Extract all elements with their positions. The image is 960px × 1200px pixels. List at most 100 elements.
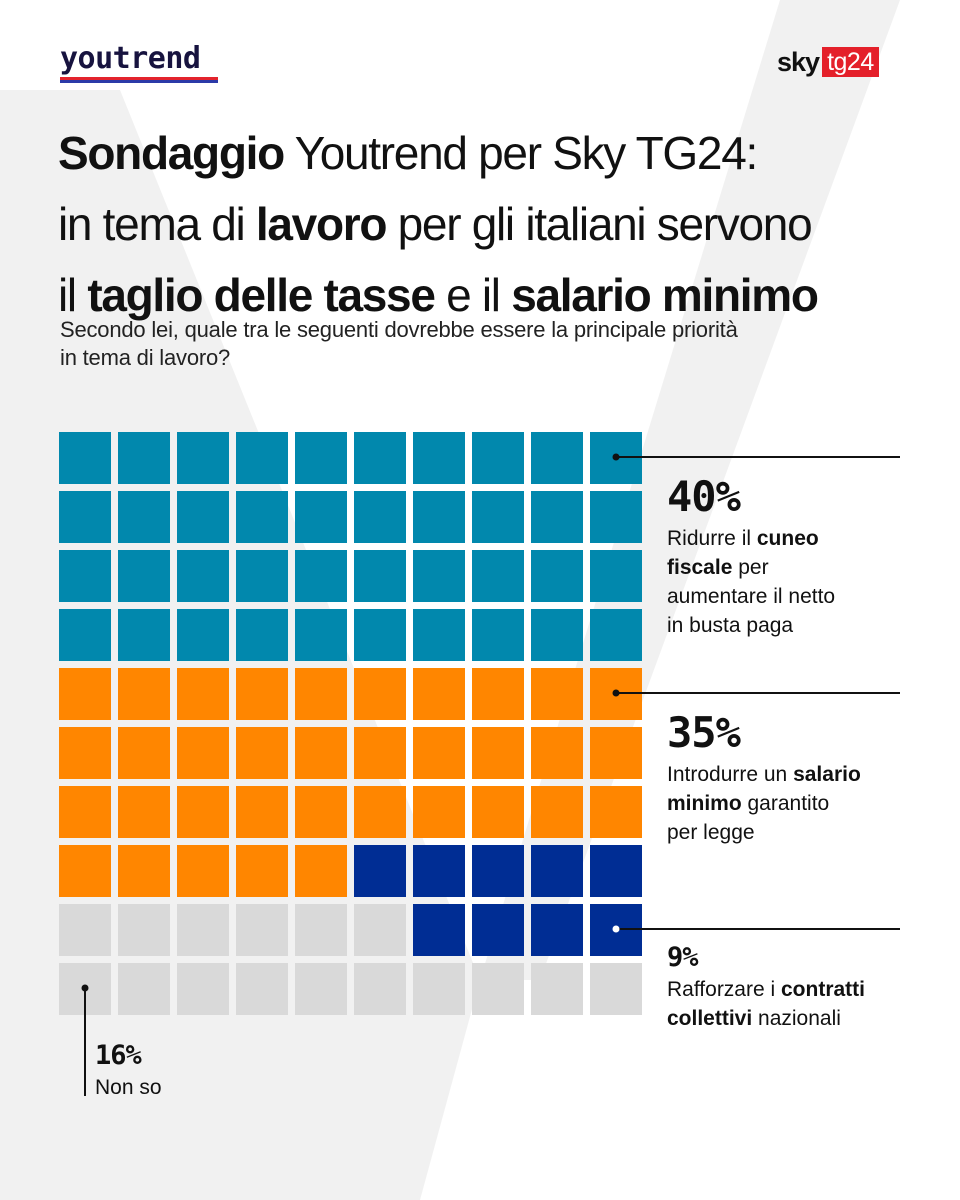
annotation-contratti-collettivi: 9% Rafforzare i contratti collettivi naz… [667, 944, 865, 1033]
waffle-cell-series-1 [590, 550, 642, 602]
waffle-cell-series-1 [354, 550, 406, 602]
waffle-cell-series-1 [354, 432, 406, 484]
chart-title: Sondaggio Youtrend per Sky TG24: in tema… [58, 118, 938, 331]
waffle-cell-series-3 [472, 904, 524, 956]
waffle-cell-series-1 [413, 550, 465, 602]
waffle-cell-series-4 [118, 904, 170, 956]
annotation-salario-minimo: 35% Introdurre un salario minimo garanti… [667, 712, 861, 847]
waffle-cell-series-4 [531, 963, 583, 1015]
waffle-cell-series-2 [59, 845, 111, 897]
desc-text: Introdurre un [667, 763, 794, 786]
waffle-cell-series-1 [236, 609, 288, 661]
waffle-cell-series-1 [590, 609, 642, 661]
waffle-cell-series-1 [472, 491, 524, 543]
annotation-description: Introdurre un salario minimo garantito p… [667, 760, 861, 847]
desc-text: per legge [667, 821, 755, 844]
waffle-cell-series-1 [295, 609, 347, 661]
waffle-cell-series-2 [118, 727, 170, 779]
waffle-cell-series-4 [59, 904, 111, 956]
waffle-cell-series-2 [295, 727, 347, 779]
title-text: e il [434, 269, 512, 321]
waffle-cell-series-1 [59, 550, 111, 602]
waffle-cell-series-2 [59, 668, 111, 720]
desc-bold: minimo [667, 792, 742, 815]
waffle-cell-series-3 [413, 845, 465, 897]
waffle-cell-series-2 [177, 845, 229, 897]
waffle-cell-series-3 [531, 845, 583, 897]
waffle-cell-series-3 [590, 845, 642, 897]
waffle-cell-series-2 [118, 845, 170, 897]
desc-text: garantito [741, 792, 830, 815]
waffle-cell-series-1 [177, 491, 229, 543]
waffle-cell-series-4 [236, 904, 288, 956]
waffle-cell-series-1 [118, 550, 170, 602]
chart-subtitle: Secondo lei, quale tra le seguenti dovre… [60, 316, 880, 372]
waffle-cell-series-4 [590, 963, 642, 1015]
annotation-cuneo-fiscale: 40% Ridurre il cuneo fiscale per aumenta… [667, 476, 835, 640]
desc-text: Rafforzare i [667, 978, 781, 1001]
waffle-cell-series-1 [59, 609, 111, 661]
skytg24-logo: sky tg24 [777, 47, 879, 77]
waffle-cell-series-1 [354, 609, 406, 661]
waffle-cell-series-2 [59, 727, 111, 779]
waffle-cell-series-2 [177, 786, 229, 838]
waffle-cell-series-1 [531, 432, 583, 484]
waffle-cell-series-1 [413, 491, 465, 543]
waffle-cell-series-1 [295, 491, 347, 543]
waffle-cell-series-2 [236, 845, 288, 897]
waffle-cell-series-1 [295, 550, 347, 602]
percentage-label: 9% [667, 942, 699, 973]
desc-text: in busta paga [667, 614, 794, 637]
title-bold: lavoro [255, 198, 388, 250]
waffle-cell-series-2 [118, 786, 170, 838]
title-bold: salario minimo [511, 269, 819, 321]
waffle-cell-series-2 [295, 845, 347, 897]
waffle-cell-series-2 [472, 727, 524, 779]
waffle-cell-series-1 [590, 491, 642, 543]
waffle-cell-series-4 [177, 963, 229, 1015]
waffle-cell-series-2 [118, 668, 170, 720]
subtitle-line: Secondo lei, quale tra le seguenti dovre… [60, 317, 738, 342]
waffle-cell-series-2 [236, 786, 288, 838]
waffle-cell-series-2 [236, 668, 288, 720]
annotation-description: Ridurre il cuneo fiscale per aumentare i… [667, 524, 835, 640]
waffle-cell-series-1 [413, 609, 465, 661]
desc-bold: contratti [781, 978, 865, 1001]
waffle-cell-series-3 [354, 845, 406, 897]
waffle-cell-series-2 [354, 668, 406, 720]
waffle-cell-series-1 [472, 432, 524, 484]
waffle-cell-series-2 [590, 727, 642, 779]
desc-bold: cuneo [756, 527, 819, 550]
waffle-cell-series-2 [354, 786, 406, 838]
waffle-cell-series-1 [472, 550, 524, 602]
waffle-cell-series-2 [236, 727, 288, 779]
waffle-cell-series-2 [531, 727, 583, 779]
waffle-cell-series-1 [413, 432, 465, 484]
annotation-non-so: 16% Non so [95, 1042, 162, 1102]
waffle-cell-series-1 [295, 432, 347, 484]
waffle-cell-series-2 [295, 786, 347, 838]
waffle-cell-series-2 [413, 727, 465, 779]
leader-marker-contratti [612, 925, 620, 933]
waffle-cell-series-1 [354, 491, 406, 543]
waffle-cell-series-1 [236, 432, 288, 484]
annotation-description: Rafforzare i contratti collettivi nazion… [667, 975, 865, 1033]
waffle-cell-series-1 [118, 432, 170, 484]
waffle-cell-series-4 [295, 963, 347, 1015]
desc-text: nazionali [752, 1007, 841, 1030]
waffle-cell-series-2 [590, 786, 642, 838]
waffle-cell-series-4 [354, 904, 406, 956]
desc-text: Ridurre il [667, 527, 757, 550]
leader-marker-salario [612, 689, 620, 697]
waffle-cell-series-2 [177, 727, 229, 779]
waffle-cell-series-1 [531, 491, 583, 543]
waffle-cell-series-1 [59, 491, 111, 543]
percentage-label: 16% [95, 1040, 142, 1071]
waffle-cell-series-4 [236, 963, 288, 1015]
waffle-cell-series-1 [177, 609, 229, 661]
waffle-cell-series-3 [472, 845, 524, 897]
sky-logo-text: sky [777, 46, 820, 77]
waffle-cell-series-2 [472, 786, 524, 838]
waffle-cell-series-4 [177, 904, 229, 956]
